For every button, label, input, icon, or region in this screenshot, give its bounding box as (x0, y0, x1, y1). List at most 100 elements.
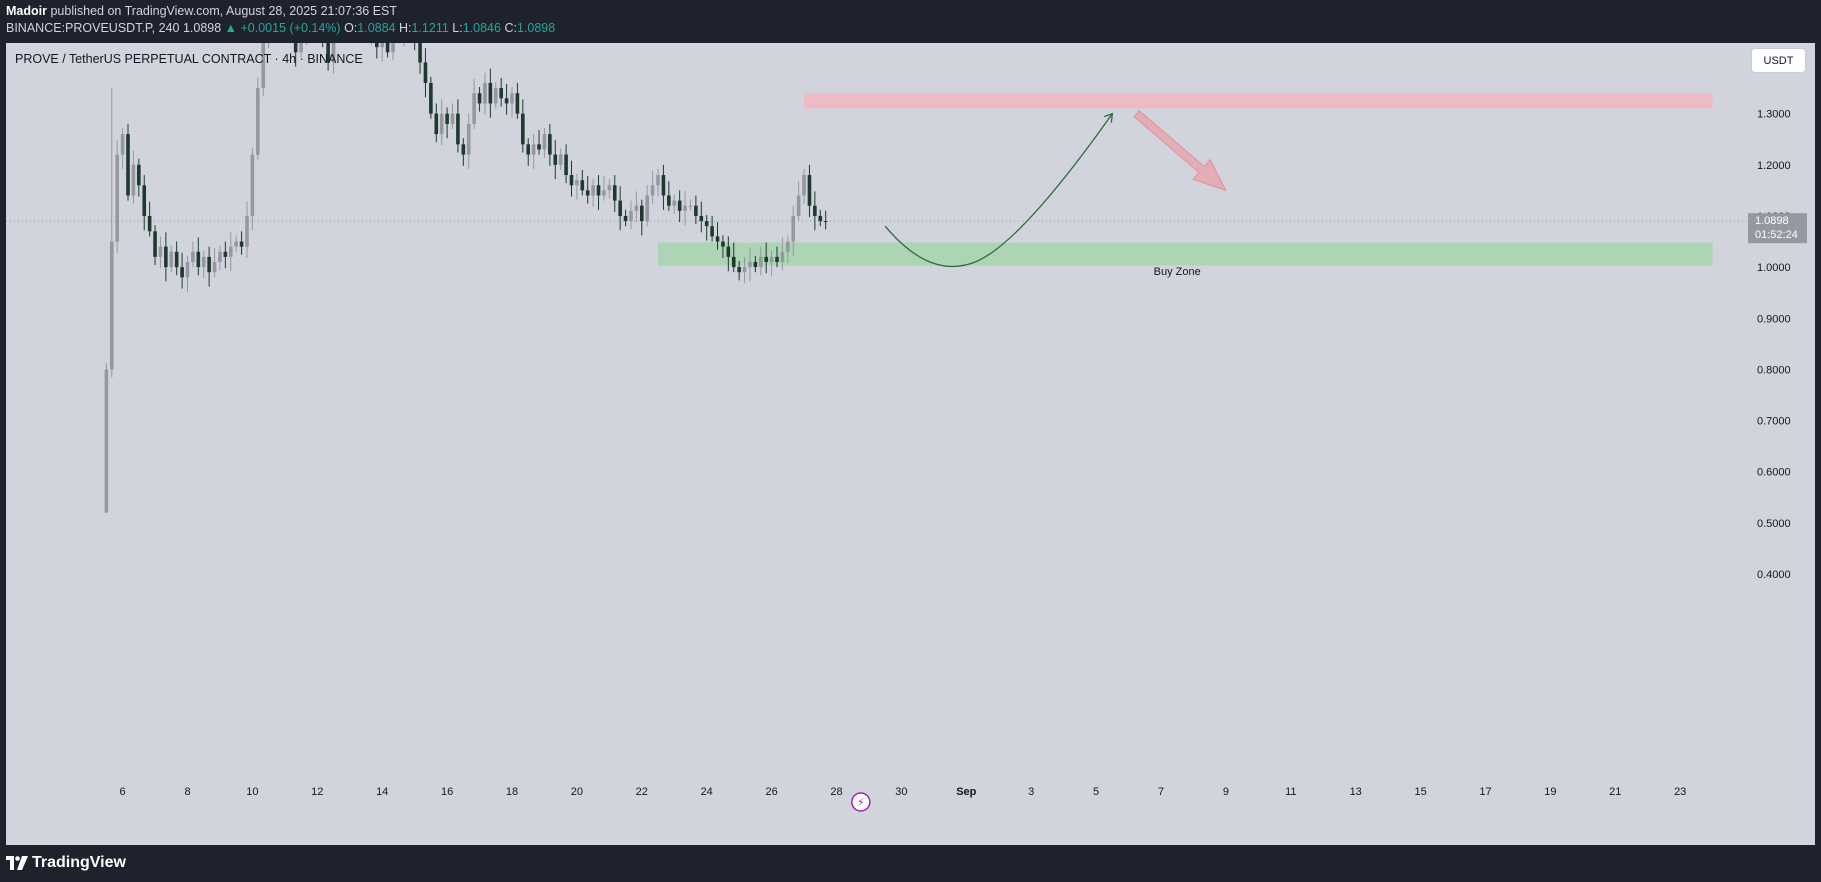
candle (218, 245, 222, 271)
candle-body (115, 154, 119, 242)
candle (191, 241, 195, 268)
countdown-value: 01:52:24 (1755, 229, 1798, 241)
change-value: ▲ +0.0015 (+0.14%) (224, 21, 341, 35)
currency-button[interactable]: USDT (1751, 48, 1806, 73)
candle (137, 158, 141, 197)
candle-body (521, 113, 525, 145)
candle (322, 43, 324, 48)
candle (585, 176, 590, 204)
candle-body (326, 43, 330, 63)
chart-title: PROVE / TetherUS PERPETUAL CONTRACT · 4h… (15, 52, 363, 66)
candle (786, 235, 790, 264)
candle (553, 140, 558, 180)
candle (602, 176, 606, 201)
candle (169, 245, 174, 273)
x-tick-label: 15 (1414, 786, 1426, 798)
x-tick-label: 7 (1158, 786, 1164, 798)
candle (450, 103, 455, 129)
x-axis: 6 8 10 12 14 16 18 20 22 24 26 28 30 Sep 3 5 7 9 11 13 15 17 1… (120, 786, 1687, 798)
candle (115, 140, 119, 253)
candle (807, 164, 812, 217)
candle (223, 241, 228, 269)
candle (403, 43, 405, 47)
x-tick-label: 20 (571, 786, 583, 798)
candle-body (207, 256, 211, 273)
last-price-value: 1.0898 (1755, 215, 1789, 227)
candle (769, 250, 774, 277)
last-price-tag: 1.0898 01:52:24 (1748, 213, 1807, 244)
candle (261, 43, 266, 97)
candle-body (802, 175, 806, 196)
candle (147, 201, 152, 237)
c-label: C: (504, 21, 517, 35)
candle (374, 43, 379, 59)
candle-body (164, 246, 168, 268)
candle-body (688, 205, 693, 207)
candle (456, 99, 460, 153)
lightning-icon[interactable]: ⚡ (851, 792, 871, 812)
candle-body (813, 205, 817, 216)
zones-layer (658, 93, 1713, 266)
candle-body (439, 113, 444, 135)
tradingview-logo-icon (6, 856, 28, 870)
x-tick-label: 23 (1674, 786, 1686, 798)
candle-body (585, 190, 590, 196)
candle-body (374, 43, 379, 48)
candle (164, 232, 168, 282)
candle (672, 194, 677, 214)
candle-body (391, 43, 395, 53)
x-tick-label: 13 (1350, 786, 1362, 798)
candle-body (104, 369, 109, 513)
candle-body (510, 93, 514, 104)
candle-body (558, 154, 563, 165)
candle (694, 195, 698, 225)
candle-body (201, 256, 206, 268)
candle-body (218, 251, 222, 262)
candle-body (483, 82, 487, 104)
candle-body (109, 241, 114, 370)
candle (126, 123, 130, 201)
candle-body (618, 200, 622, 216)
resistance-zone (804, 93, 1713, 109)
candle (158, 236, 163, 269)
candle (153, 225, 157, 266)
candle (612, 175, 617, 212)
candle (445, 107, 449, 139)
candle (737, 260, 741, 281)
candle (780, 237, 785, 271)
candle-body (672, 200, 677, 206)
l-value: 1.0846 (462, 21, 501, 35)
x-tick-label: 6 (120, 786, 126, 798)
author-name[interactable]: Madoir (6, 4, 47, 18)
svg-text:⚡: ⚡ (857, 796, 865, 809)
projection-curve-arrow (884, 113, 1113, 268)
candle-body (380, 43, 384, 48)
candle (418, 43, 422, 74)
candle (515, 82, 520, 119)
candle-body (667, 195, 671, 206)
x-tick-label: 18 (506, 786, 518, 798)
candle-body (131, 164, 136, 196)
candle-body (526, 144, 531, 155)
candle-body (466, 123, 471, 155)
publish-info: Madoir published on TradingView.com, Aug… (6, 4, 397, 18)
candle (174, 241, 179, 276)
candle-body (607, 185, 612, 191)
candle-body (418, 43, 422, 63)
y-tick-label: 0.9000 (1757, 313, 1791, 325)
candle (607, 179, 612, 199)
candle (109, 88, 114, 378)
tradingview-logo[interactable]: TradingView (6, 852, 126, 874)
candle-body (721, 241, 725, 247)
price-chart[interactable]: Buy Zone 6 8 10 12 14 16 18 20 22 24 26 28 30 Sep 3 5 7 9… (6, 43, 1815, 845)
candle-body (174, 251, 179, 268)
candle-body (748, 261, 752, 268)
candle (131, 150, 136, 204)
candle-body (807, 175, 812, 206)
candle-body (423, 62, 428, 83)
candle (212, 247, 217, 278)
candle (596, 175, 601, 210)
chart-panel[interactable]: Buy Zone 6 8 10 12 14 16 18 20 22 24 26 28 30 Sep 3 5 7 9… (6, 43, 1815, 845)
candle-body (185, 261, 190, 278)
candle-body (596, 185, 601, 196)
